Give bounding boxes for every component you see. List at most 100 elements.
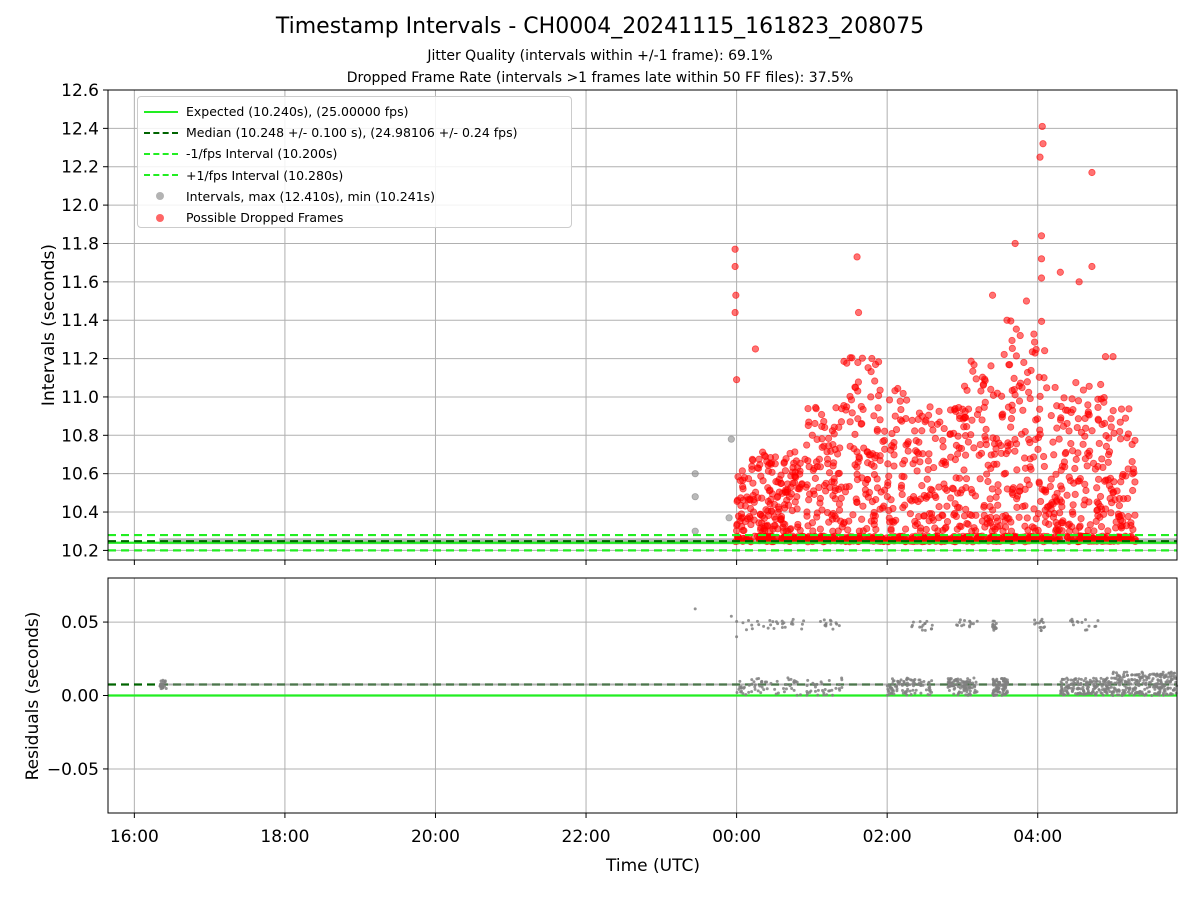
dropped-frame-point: [1082, 424, 1090, 432]
dropped-frame-point: [1094, 403, 1102, 412]
dropped-frame-point: [987, 451, 995, 459]
dropped-frame-point: [1076, 522, 1084, 530]
residual-point: [771, 620, 775, 624]
dropped-frame-point: [780, 459, 788, 467]
residual-point: [889, 691, 893, 695]
residual-point: [1085, 683, 1089, 687]
dropped-frame-point: [831, 487, 839, 495]
dropped-frame-point: [904, 447, 912, 455]
residual-point: [1065, 680, 1069, 684]
residual-point: [782, 621, 786, 625]
dropped-frame-point: [977, 387, 985, 395]
residual-point: [806, 678, 810, 682]
dropped-frame-point: [816, 499, 824, 507]
dropped-frame-point: [871, 360, 880, 369]
residual-point: [1131, 689, 1135, 693]
residual-point: [1082, 689, 1086, 693]
dropped-frame-point: [932, 493, 940, 502]
dropped-frame-point: [864, 493, 872, 501]
residual-point: [840, 678, 844, 682]
dropped-frame-point: [993, 460, 1001, 468]
dropped-frame-point: [995, 439, 1003, 447]
residual-point: [735, 635, 739, 639]
residual-point: [905, 678, 909, 682]
residual-point: [1166, 687, 1170, 691]
dropped-frame-point: [900, 456, 909, 465]
residual-point: [1091, 690, 1095, 694]
dropped-frame-point: [992, 445, 1000, 453]
residual-point: [1073, 677, 1077, 681]
residual-point: [831, 693, 835, 697]
dropped-frame-point: [854, 358, 862, 367]
dropped-frame-point: [809, 466, 817, 474]
residual-point: [750, 623, 754, 627]
residual-point: [950, 684, 954, 688]
dropped-frame-point: [913, 467, 921, 475]
dropped-frame-point: [1045, 510, 1053, 518]
residual-point: [971, 622, 975, 626]
dropped-frame-point: [1023, 476, 1031, 484]
dropped-frame-point: [897, 484, 905, 492]
dropped-frame-point: [884, 460, 892, 468]
residual-point: [735, 620, 739, 624]
dropped-frame-point: [939, 436, 947, 445]
dropped-frame-point: [731, 262, 739, 271]
residual-point: [899, 678, 903, 682]
dropped-frame-point: [896, 397, 904, 405]
dropped-frame-point: [1011, 239, 1019, 248]
dropped-frame-point: [1008, 336, 1016, 345]
dropped-frame-point: [968, 511, 976, 520]
dropped-frame-point: [871, 454, 879, 462]
residual-point: [970, 686, 974, 690]
residual-point: [1120, 678, 1124, 682]
top-plot-reference-lines: [108, 533, 1177, 552]
dropped-frame-point: [876, 416, 884, 424]
residual-point: [1151, 672, 1155, 676]
dropped-frame-point: [1082, 486, 1090, 495]
residual-point: [994, 622, 998, 626]
dropped-frame-point: [1040, 452, 1048, 461]
dropped-frame-point: [1085, 411, 1093, 419]
dropped-frame-point: [924, 457, 932, 465]
dropped-frame-point: [794, 485, 802, 493]
residual-point: [1159, 673, 1163, 677]
dropped-frame-point: [1034, 445, 1042, 453]
residual-point: [973, 684, 977, 688]
residual-point: [992, 681, 996, 685]
residual-point: [886, 687, 890, 691]
dropped-frame-point: [924, 466, 932, 474]
residual-point: [991, 619, 995, 623]
residual-point: [918, 620, 922, 624]
residual-point: [1123, 679, 1127, 683]
residual-point: [1129, 682, 1133, 686]
residual-point: [998, 682, 1002, 686]
residual-point: [783, 625, 787, 629]
residual-point: [1135, 690, 1139, 694]
residual-point: [1125, 673, 1129, 677]
dropped-frame-point: [805, 418, 813, 426]
dropped-frame-point: [1072, 379, 1080, 387]
dropped-frame-point: [871, 377, 879, 385]
legend-line: [144, 131, 178, 134]
dropped-frame-point: [1095, 439, 1103, 448]
dropped-frame-point: [840, 518, 848, 526]
residual-point: [1071, 623, 1075, 627]
dropped-frame-point: [975, 451, 983, 459]
dropped-frame-point: [1037, 274, 1046, 282]
top-y-tick-label: 12.0: [61, 196, 99, 216]
residual-point: [1084, 618, 1088, 622]
dropped-frame-point: [813, 513, 821, 521]
dropped-frame-point: [808, 519, 817, 527]
dropped-frame-point: [1128, 458, 1136, 466]
dropped-frame-point: [731, 245, 739, 253]
dropped-frame-point: [1037, 232, 1046, 240]
residual-point: [1170, 692, 1174, 696]
residual-point: [1136, 673, 1140, 677]
bottom-plot-reference-lines: [108, 683, 1177, 697]
dropped-frame-point: [897, 405, 905, 414]
residual-point: [947, 689, 951, 693]
dropped-frame-point: [1093, 484, 1101, 492]
residual-point: [1059, 680, 1063, 684]
legend-symbol: [144, 212, 178, 224]
residual-point: [1118, 675, 1122, 679]
